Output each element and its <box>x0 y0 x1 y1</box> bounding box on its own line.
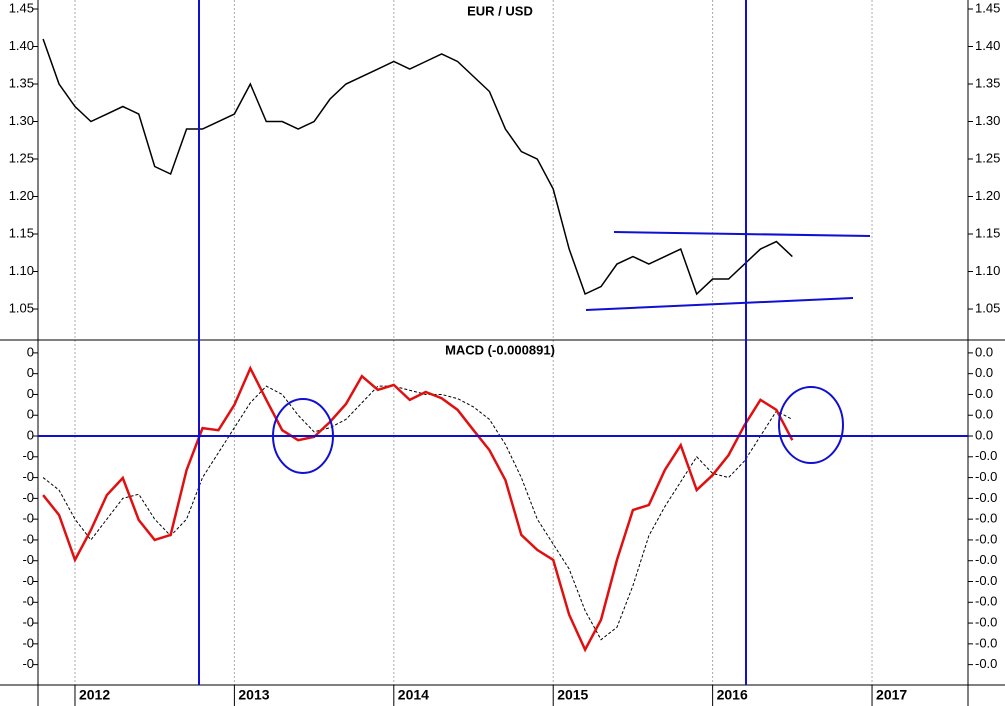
y2-tick-label: 0.0 <box>975 365 993 380</box>
y-tick-label: 1.15 <box>975 225 1000 240</box>
channel-line <box>613 231 871 237</box>
y-tick-label: -0 <box>22 531 34 546</box>
y2-tick-label: -0.0 <box>975 594 997 609</box>
y2-tick-label: -0.0 <box>975 635 997 650</box>
channel-line <box>585 297 854 311</box>
y2-tick-label: 0.0 <box>975 386 993 401</box>
y-tick-label: -0 <box>22 573 34 588</box>
x-tick-label: 2012 <box>79 687 110 703</box>
annotations <box>38 0 968 685</box>
y-tick-label: 1.45 <box>975 0 1000 15</box>
y-tick-label: -0 <box>22 635 34 650</box>
y2-tick-label: 0.0 <box>975 407 993 422</box>
x-tick-label: 2017 <box>876 687 907 703</box>
y-tick-label: 1.10 <box>975 263 1000 278</box>
series-line <box>42 38 793 296</box>
y-tick-label: 1.30 <box>9 113 34 128</box>
y-tick-label: -0 <box>22 469 34 484</box>
y-tick-label: -0 <box>22 511 34 526</box>
chart-title: EUR / USD <box>467 3 533 18</box>
y-tick-label: -0 <box>22 656 34 671</box>
y2-tick-label: 0.0 <box>975 427 993 442</box>
x-tick-label: 2014 <box>398 687 429 703</box>
y2-tick-label: -0.0 <box>975 511 997 526</box>
y-tick-label: -0 <box>22 448 34 463</box>
y-tick-label: -0 <box>22 594 34 609</box>
y2-tick-label: -0.0 <box>975 531 997 546</box>
y2-tick-label: -0.0 <box>975 615 997 630</box>
series-line <box>42 365 794 653</box>
y2-tick-label: 0.0 <box>975 344 993 359</box>
y-tick-label: 1.05 <box>975 300 1000 315</box>
y2-tick-label: -0.0 <box>975 469 997 484</box>
y-tick-label: 1.20 <box>975 188 1000 203</box>
series-line <box>42 385 793 641</box>
x-tick-label: 2013 <box>238 687 269 703</box>
y-tick-label: 0 <box>27 386 34 401</box>
y-tick-label: 1.10 <box>9 263 34 278</box>
y-tick-label: 1.40 <box>975 38 1000 53</box>
x-tick-label: 2015 <box>557 687 588 703</box>
plot-area: 1.05 1.05 1.10 1.10 1.15 1.15 1.20 1.20 1.25 1.25… <box>9 0 1000 706</box>
y-tick-label: 1.05 <box>9 300 34 315</box>
y-tick-label: -0 <box>22 552 34 567</box>
y-tick-label: 1.25 <box>9 150 34 165</box>
y-tick-label: 0 <box>27 344 34 359</box>
y-tick-label: -0 <box>22 615 34 630</box>
y-tick-label: 1.35 <box>9 75 34 90</box>
x-tick-label: 2016 <box>717 687 748 703</box>
chart-title: MACD (-0.000891) <box>445 342 555 357</box>
y-tick-label: 1.25 <box>975 150 1000 165</box>
y-tick-label: 1.35 <box>975 75 1000 90</box>
y-tick-label: 0 <box>27 427 34 442</box>
y-tick-label: 1.15 <box>9 225 34 240</box>
y2-tick-label: -0.0 <box>975 490 997 505</box>
y-tick-label: 1.40 <box>9 38 34 53</box>
annotation-circle <box>778 386 844 464</box>
y-tick-label: 1.20 <box>9 188 34 203</box>
y-tick-label: 0 <box>27 365 34 380</box>
y-tick-label: -0 <box>22 490 34 505</box>
y2-tick-label: -0.0 <box>975 448 997 463</box>
annotation-circle <box>272 398 334 474</box>
y2-tick-label: -0.0 <box>975 552 997 567</box>
y-tick-label: 1.30 <box>975 113 1000 128</box>
y-tick-label: 1.45 <box>9 0 34 15</box>
y2-tick-label: -0.0 <box>975 656 997 671</box>
y-tick-label: 0 <box>27 407 34 422</box>
y2-tick-label: -0.0 <box>975 573 997 588</box>
